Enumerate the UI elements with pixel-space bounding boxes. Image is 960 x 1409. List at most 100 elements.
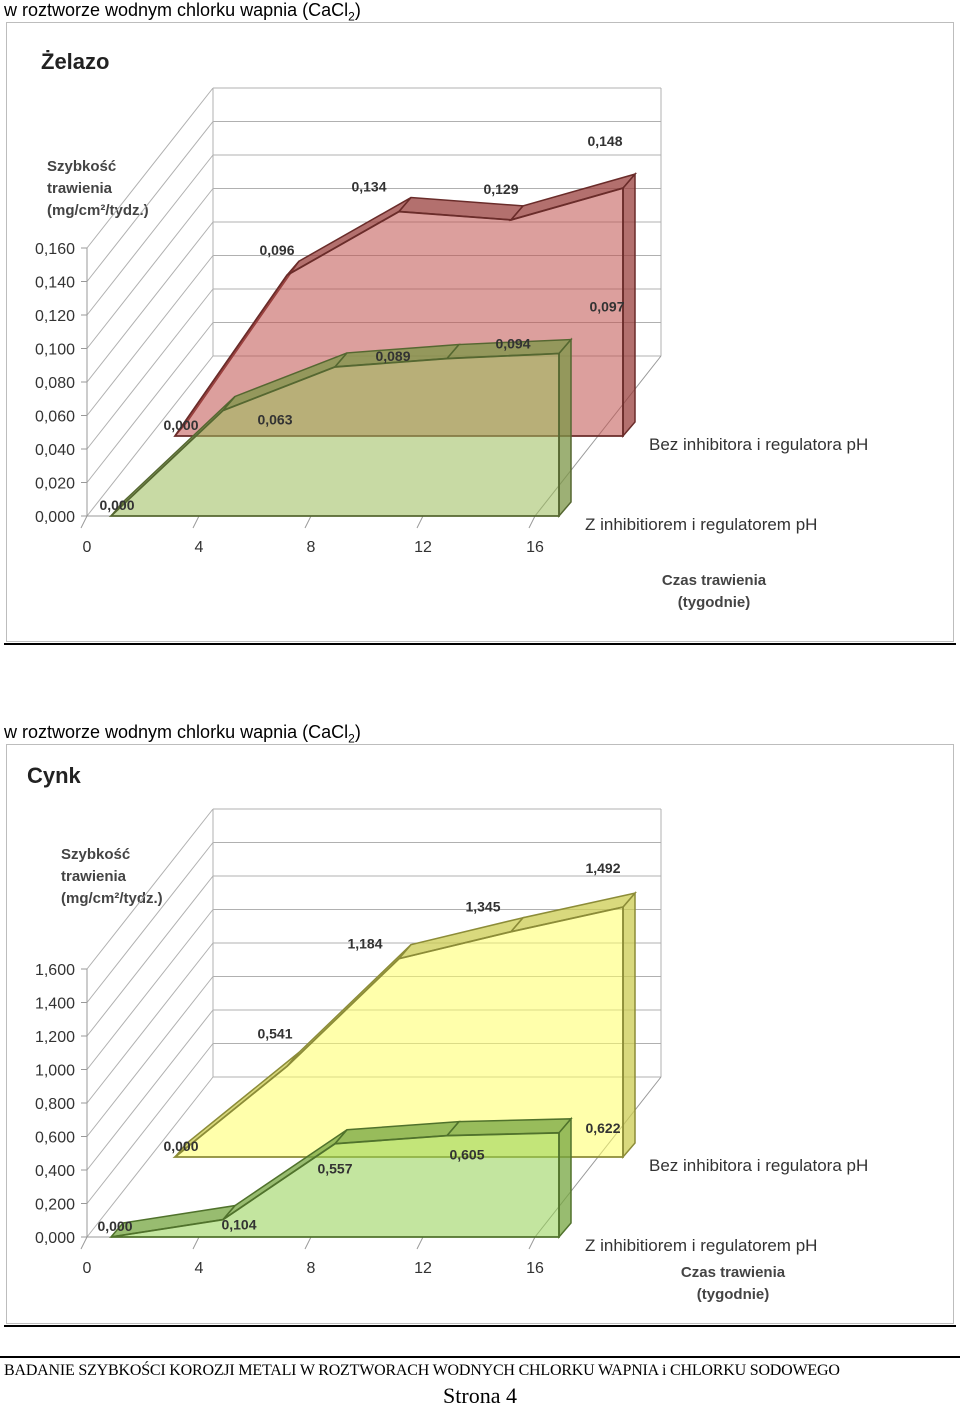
x-tick-mark [416,1236,424,1250]
area-side-face [622,172,636,439]
caption-bottom-text: w roztworze wodnym chlorku wapnia (CaCl [4,722,349,742]
series-name: Z inhibitiorem i regulatorem pH [585,515,817,534]
caption-bottom-subscript: 2 [348,731,355,746]
side-gridline [86,121,214,282]
footer-rule [0,1356,960,1358]
side-gridline [86,1043,214,1204]
data-label: 0,605 [449,1147,484,1163]
separator-top [4,643,956,645]
side-gridline [86,255,214,416]
area-side-face [558,337,572,519]
x-tick-label: 16 [526,539,544,556]
y-axis-label: (mg/cm²/tydz.) [47,202,149,219]
y-tick-label: 0,140 [35,275,75,292]
data-label: 0,094 [495,336,530,352]
data-label: 0,096 [259,242,294,258]
side-gridline [86,188,214,349]
chart-zelazo: Żelazo Szybkość trawienia (mg/cm²/tydz.) Cza… [6,22,954,642]
side-gridline [86,1009,214,1171]
data-label: 1,184 [347,936,382,952]
y-tick-label: 1,200 [35,1029,75,1046]
area-side-face [558,1116,572,1240]
x-axis-label: (tygodnie) [697,1286,770,1303]
y-tick-label: 0,160 [35,241,75,258]
area-front-face [172,905,624,1158]
y-tick-label: 0,080 [35,375,75,392]
data-label: 0,148 [587,133,622,149]
y-axis-label: trawienia [47,180,113,197]
side-gridline [86,808,214,970]
y-tick-label: 0,600 [35,1130,75,1147]
x-tick-label: 12 [414,539,432,556]
side-gridline [86,322,214,483]
data-label: 0,000 [97,1218,132,1234]
data-label: 0,000 [163,417,198,433]
x-tick-label: 4 [195,539,204,556]
x-tick-label: 8 [307,539,316,556]
chart-cynk-svg: Cynk Szybkość trawienia (mg/cm²/tydz.) Czas … [27,763,868,1303]
page-number: Strona 4 [443,1383,517,1408]
side-gridline [86,1076,214,1238]
y-tick-label: 0,060 [35,409,75,426]
data-label: 0,089 [375,348,410,364]
x-tick-mark [304,1236,312,1250]
x-tick-label: 0 [83,1260,92,1277]
x-axis-label: (tygodnie) [678,594,751,611]
area-front-face [110,1131,560,1238]
data-label: 1,345 [465,899,500,915]
y-tick-label: 1,600 [35,962,75,979]
data-label: 0,622 [585,1120,620,1136]
y-tick-label: 0,200 [35,1197,75,1214]
footer-text: BADANIE SZYBKOŚCI KOROZJI METALI W ROZTW… [4,1362,840,1379]
data-label: 0,134 [351,179,386,195]
caption-top-text: w roztworze wodnym chlorku wapnia (CaCl [4,0,349,20]
y-axis-label: trawienia [61,868,127,885]
caption-bottom-suffix: ) [354,722,361,742]
side-gridline [86,909,214,1070]
caption-top-suffix: ) [354,0,361,20]
chart-title: Żelazo [41,49,109,74]
y-tick-label: 0,020 [35,476,75,493]
y-tick-label: 0,040 [35,442,75,459]
chart-zelazo-svg: Żelazo Szybkość trawienia (mg/cm²/tydz.) Cza… [35,49,868,611]
side-gridline [86,87,214,249]
side-gridline [86,288,214,450]
area-front-face [108,352,560,517]
y-tick-label: 1,400 [35,996,75,1013]
y-axis-label: Szybkość [61,846,130,863]
side-gridline [86,976,214,1137]
x-tick-label: 0 [83,539,92,556]
y-tick-label: 0,120 [35,308,75,325]
side-gridline [86,221,214,383]
data-label: 0,063 [257,411,292,427]
x-tick-mark [192,1236,200,1250]
x-tick-mark [80,515,88,529]
separator-bottom [4,1325,956,1327]
series-name: Bez inhibitora i regulatora pH [649,435,868,454]
data-label: 0,541 [257,1025,292,1041]
side-gridline [86,875,214,1037]
x-tick-label: 12 [414,1260,432,1277]
caption-top-subscript: 2 [348,9,355,24]
y-tick-label: 0,400 [35,1163,75,1180]
side-gridline [86,154,214,316]
data-label: 0,557 [317,1161,352,1177]
chart-title: Cynk [27,763,82,788]
data-label: 0,000 [99,497,134,513]
data-label: 0,104 [221,1217,256,1233]
x-tick-label: 4 [195,1260,204,1277]
y-axis-label: Szybkość [47,158,116,175]
data-label: 0,097 [589,299,624,315]
caption-bottom: w roztworze wodnym chlorku wapnia (CaCl2… [4,722,361,749]
x-tick-mark [416,515,424,529]
y-tick-label: 0,000 [35,509,75,526]
x-tick-mark [528,1236,536,1250]
x-tick-mark [528,515,536,529]
side-gridline [86,842,214,1003]
data-label: 1,492 [585,860,620,876]
y-axis-label: (mg/cm²/tydz.) [61,890,163,907]
x-axis-label: Czas trawienia [681,1264,786,1281]
x-tick-label: 8 [307,1260,316,1277]
series-name: Z inhibitiorem i regulatorem pH [585,1236,817,1255]
data-label: 0,129 [483,181,518,197]
